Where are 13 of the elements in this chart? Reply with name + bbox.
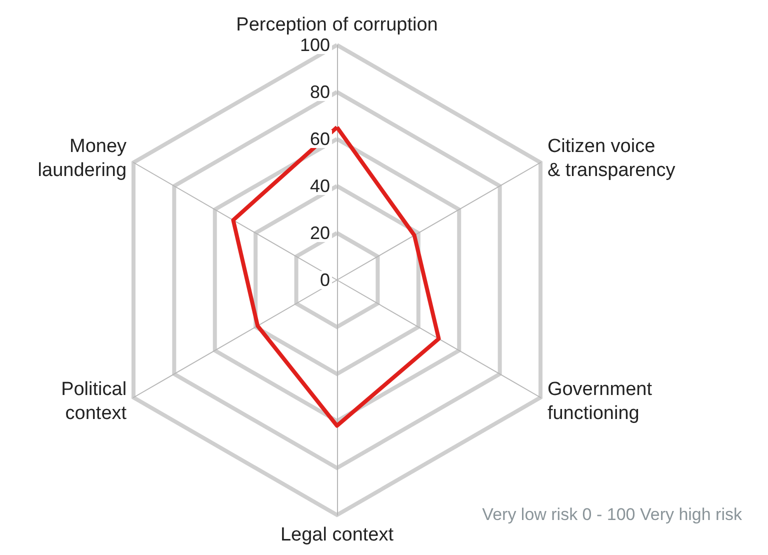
spoke-label: Legal context [280, 524, 394, 546]
y-tick-label: 40 [310, 176, 330, 196]
spoke-label: Perception of corruption [236, 14, 438, 36]
spoke-label: Government functioning [547, 379, 653, 424]
spoke-label: Citizen voice & transparency [547, 136, 676, 181]
spoke-label: Money laundering [38, 136, 128, 181]
y-tick-label: 80 [310, 82, 330, 102]
y-tick-label: 100 [300, 35, 330, 55]
y-tick-label: 60 [310, 129, 330, 149]
y-tick-label: 20 [310, 223, 330, 243]
y-tick-label: 0 [320, 270, 330, 290]
spoke-label: Political context [61, 379, 128, 424]
text: Very low risk 0 - 100 Very high risk [482, 505, 742, 524]
